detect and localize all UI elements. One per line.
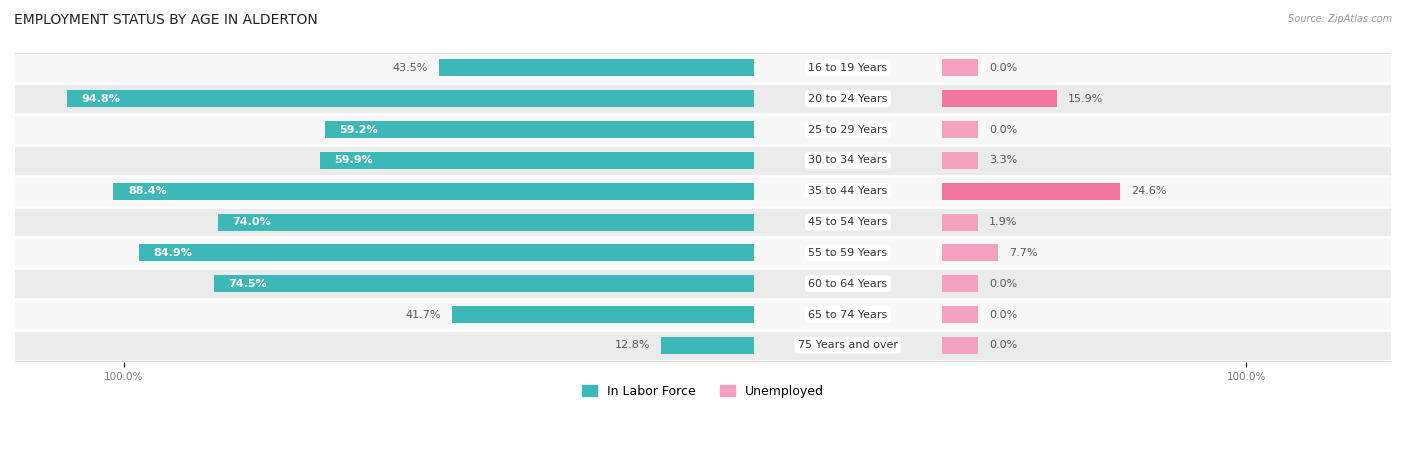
Legend: In Labor Force, Unemployed: In Labor Force, Unemployed <box>576 380 830 403</box>
Text: 65 to 74 Years: 65 to 74 Years <box>808 310 887 320</box>
Bar <box>942 244 998 261</box>
Bar <box>942 90 1057 107</box>
Text: 60 to 64 Years: 60 to 64 Years <box>808 279 887 289</box>
Bar <box>942 306 979 323</box>
Text: 16 to 19 Years: 16 to 19 Years <box>808 63 887 73</box>
Text: 84.9%: 84.9% <box>153 248 193 258</box>
Text: 7.7%: 7.7% <box>1008 248 1038 258</box>
Bar <box>15 330 1406 361</box>
Bar <box>942 59 979 76</box>
Text: 24.6%: 24.6% <box>1130 186 1167 196</box>
Text: 75 Years and over: 75 Years and over <box>797 340 898 350</box>
Bar <box>942 337 979 354</box>
Text: 94.8%: 94.8% <box>82 94 121 104</box>
Bar <box>15 268 1406 299</box>
Text: 0.0%: 0.0% <box>988 279 1018 289</box>
Text: Source: ZipAtlas.com: Source: ZipAtlas.com <box>1288 14 1392 23</box>
Text: 0.0%: 0.0% <box>988 63 1018 73</box>
Text: 20 to 24 Years: 20 to 24 Years <box>808 94 887 104</box>
Text: 3.3%: 3.3% <box>988 155 1018 166</box>
Bar <box>321 152 754 169</box>
Bar <box>942 121 979 138</box>
Text: 74.5%: 74.5% <box>229 279 267 289</box>
Bar <box>15 176 1406 207</box>
Bar <box>942 214 979 230</box>
Bar <box>942 152 979 169</box>
Text: 45 to 54 Years: 45 to 54 Years <box>808 217 887 227</box>
Bar <box>942 183 1121 200</box>
Bar <box>15 299 1406 330</box>
Text: 12.8%: 12.8% <box>614 340 650 350</box>
Bar <box>451 306 754 323</box>
Text: 41.7%: 41.7% <box>405 310 441 320</box>
Bar <box>218 214 754 230</box>
Text: 0.0%: 0.0% <box>988 340 1018 350</box>
Bar <box>139 244 754 261</box>
Text: 43.5%: 43.5% <box>392 63 427 73</box>
Text: 55 to 59 Years: 55 to 59 Years <box>808 248 887 258</box>
Bar <box>942 275 979 292</box>
Bar <box>15 207 1406 238</box>
Text: 59.2%: 59.2% <box>339 125 378 135</box>
Bar <box>15 53 1406 83</box>
Bar <box>214 275 754 292</box>
Text: 25 to 29 Years: 25 to 29 Years <box>808 125 887 135</box>
Bar <box>661 337 754 354</box>
Text: 35 to 44 Years: 35 to 44 Years <box>808 186 887 196</box>
Bar <box>114 183 754 200</box>
Text: 74.0%: 74.0% <box>232 217 271 227</box>
Bar <box>439 59 754 76</box>
Bar <box>325 121 754 138</box>
Text: 1.9%: 1.9% <box>988 217 1018 227</box>
Text: 88.4%: 88.4% <box>128 186 167 196</box>
Bar <box>15 145 1406 176</box>
Text: 0.0%: 0.0% <box>988 125 1018 135</box>
Text: 0.0%: 0.0% <box>988 310 1018 320</box>
Text: 59.9%: 59.9% <box>335 155 373 166</box>
Bar <box>15 238 1406 268</box>
Text: 15.9%: 15.9% <box>1069 94 1104 104</box>
Text: 30 to 34 Years: 30 to 34 Years <box>808 155 887 166</box>
Bar <box>67 90 754 107</box>
Bar <box>15 114 1406 145</box>
Bar <box>15 83 1406 114</box>
Text: EMPLOYMENT STATUS BY AGE IN ALDERTON: EMPLOYMENT STATUS BY AGE IN ALDERTON <box>14 14 318 27</box>
